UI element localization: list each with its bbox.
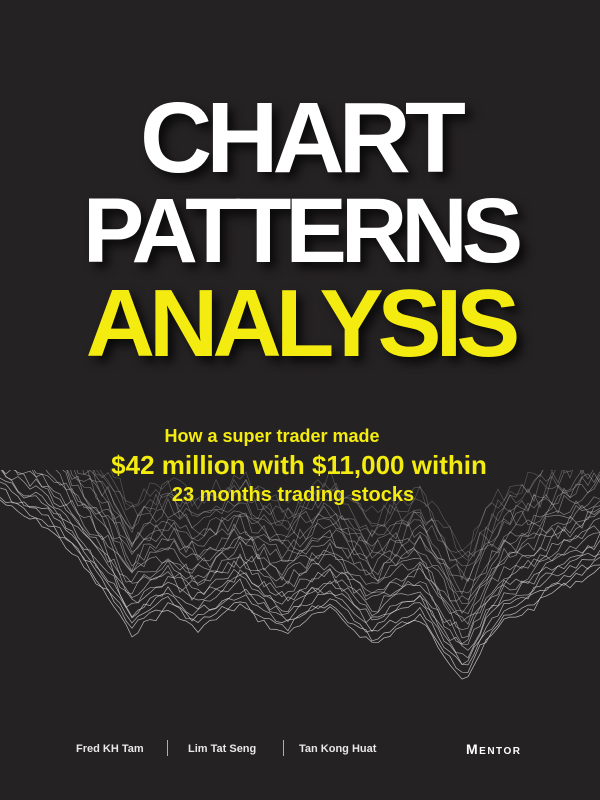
wave-line — [66, 470, 600, 603]
subtitle-line-3: 23 months trading stocks — [171, 484, 415, 506]
wave-line — [67, 470, 600, 605]
wave-line — [87, 470, 594, 581]
author-2: Lim Tat Seng — [188, 743, 257, 755]
wave-line — [1, 470, 600, 645]
cover-footer: Fred KH Tam Lim Tat Seng Tan Kong Huat M… — [0, 738, 600, 760]
wave-line — [96, 470, 556, 558]
wave-line — [61, 470, 600, 614]
wave-line — [0, 477, 600, 659]
wave-line — [55, 470, 600, 615]
wave-line — [0, 470, 600, 651]
author-1: Fred KH Tam — [76, 743, 144, 755]
wave-line — [92, 470, 572, 567]
wave-line — [82, 470, 600, 583]
author-3: Tan Kong Huat — [299, 743, 377, 755]
wave-line — [0, 487, 600, 666]
wave-lines-graphic — [0, 470, 600, 680]
author-separator — [167, 740, 168, 756]
subtitle-line-2: $42 million with $11,000 within — [111, 450, 487, 480]
wave-line — [73, 470, 600, 595]
wave-line — [33, 470, 600, 623]
wave-line — [15, 470, 600, 639]
wave-line — [0, 481, 600, 665]
title-line-analysis: ANALYSIS — [85, 270, 521, 377]
wave-line — [70, 470, 600, 594]
author-separator — [283, 740, 284, 756]
wave-line — [0, 497, 600, 673]
title-line-chart: CHART — [140, 82, 466, 194]
wave-line — [45, 470, 600, 625]
title-line-patterns: PATTERNS — [82, 180, 523, 282]
wave-line — [0, 499, 600, 680]
subtitle-line-1: How a super trader made — [164, 426, 380, 446]
wave-line — [76, 470, 600, 582]
wave-line — [110, 470, 553, 552]
wave-line — [99, 470, 566, 562]
publisher-logo: Mentor — [466, 741, 522, 757]
wave-line — [93, 470, 585, 560]
